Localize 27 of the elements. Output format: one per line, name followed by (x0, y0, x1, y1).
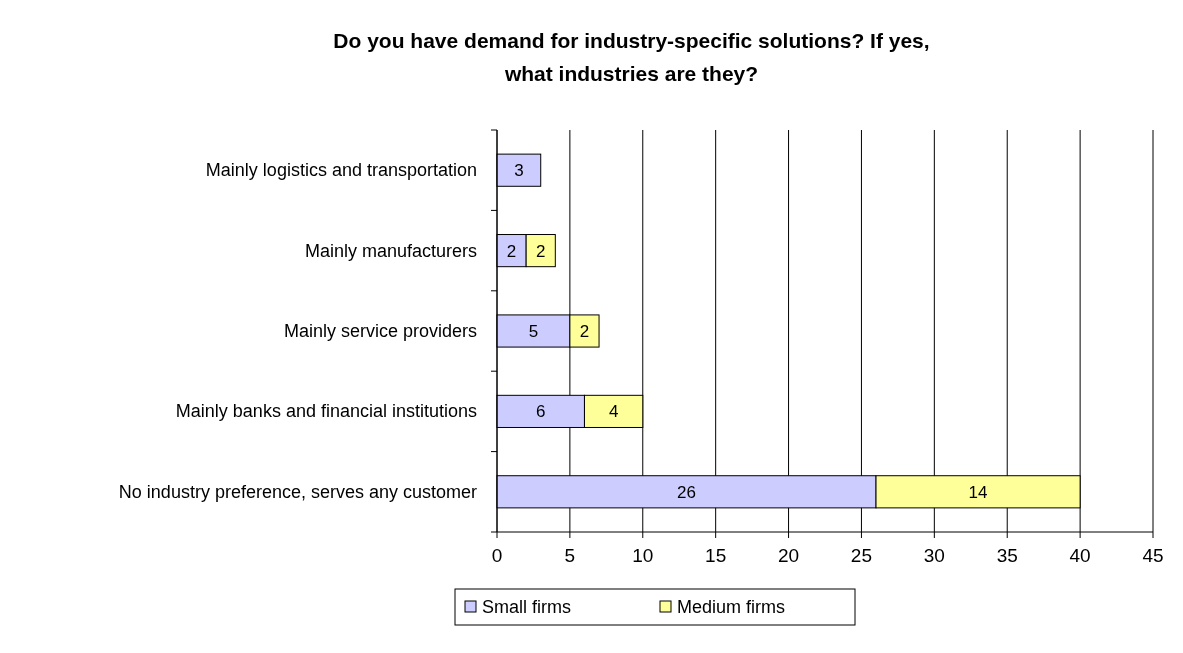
y-tick-label: Mainly service providers (283, 321, 477, 341)
x-tick-label: 45 (1142, 545, 1164, 566)
data-label: 4 (608, 402, 619, 422)
legend-label: Small firms (482, 597, 571, 617)
y-tick-label: No industry preference, serves any customer (118, 481, 477, 502)
x-tick-label: 25 (850, 545, 873, 566)
chart-title: Do you have demand for industry-specific solutions? If yes, what industries are they? (333, 29, 930, 85)
x-tick-label: 35 (996, 545, 1018, 566)
data-label: 2 (536, 241, 546, 261)
x-tick-label: 40 (1069, 545, 1091, 566)
x-tick-label: 0 (491, 545, 503, 566)
x-tick-label: 15 (705, 545, 727, 566)
x-tick-label: 5 (564, 545, 576, 566)
x-tick-label: 10 (632, 545, 654, 566)
data-label: 2 (579, 322, 590, 341)
x-tick-label: 30 (923, 545, 945, 566)
data-label: 26 (677, 482, 696, 502)
y-tick-label: Mainly banks and financial institutions (175, 401, 477, 422)
data-label: 5 (528, 322, 539, 341)
data-label: 3 (514, 161, 524, 181)
x-tick-label: 20 (777, 545, 800, 566)
y-tick-label: Mainly manufacturers (304, 240, 477, 261)
y-tick-label: Mainly logistics and transportation (205, 160, 477, 181)
data-label: 2 (506, 241, 517, 261)
data-label: 14 (968, 482, 988, 502)
data-label: 6 (536, 402, 546, 422)
legend-label: Medium firms (677, 597, 786, 617)
